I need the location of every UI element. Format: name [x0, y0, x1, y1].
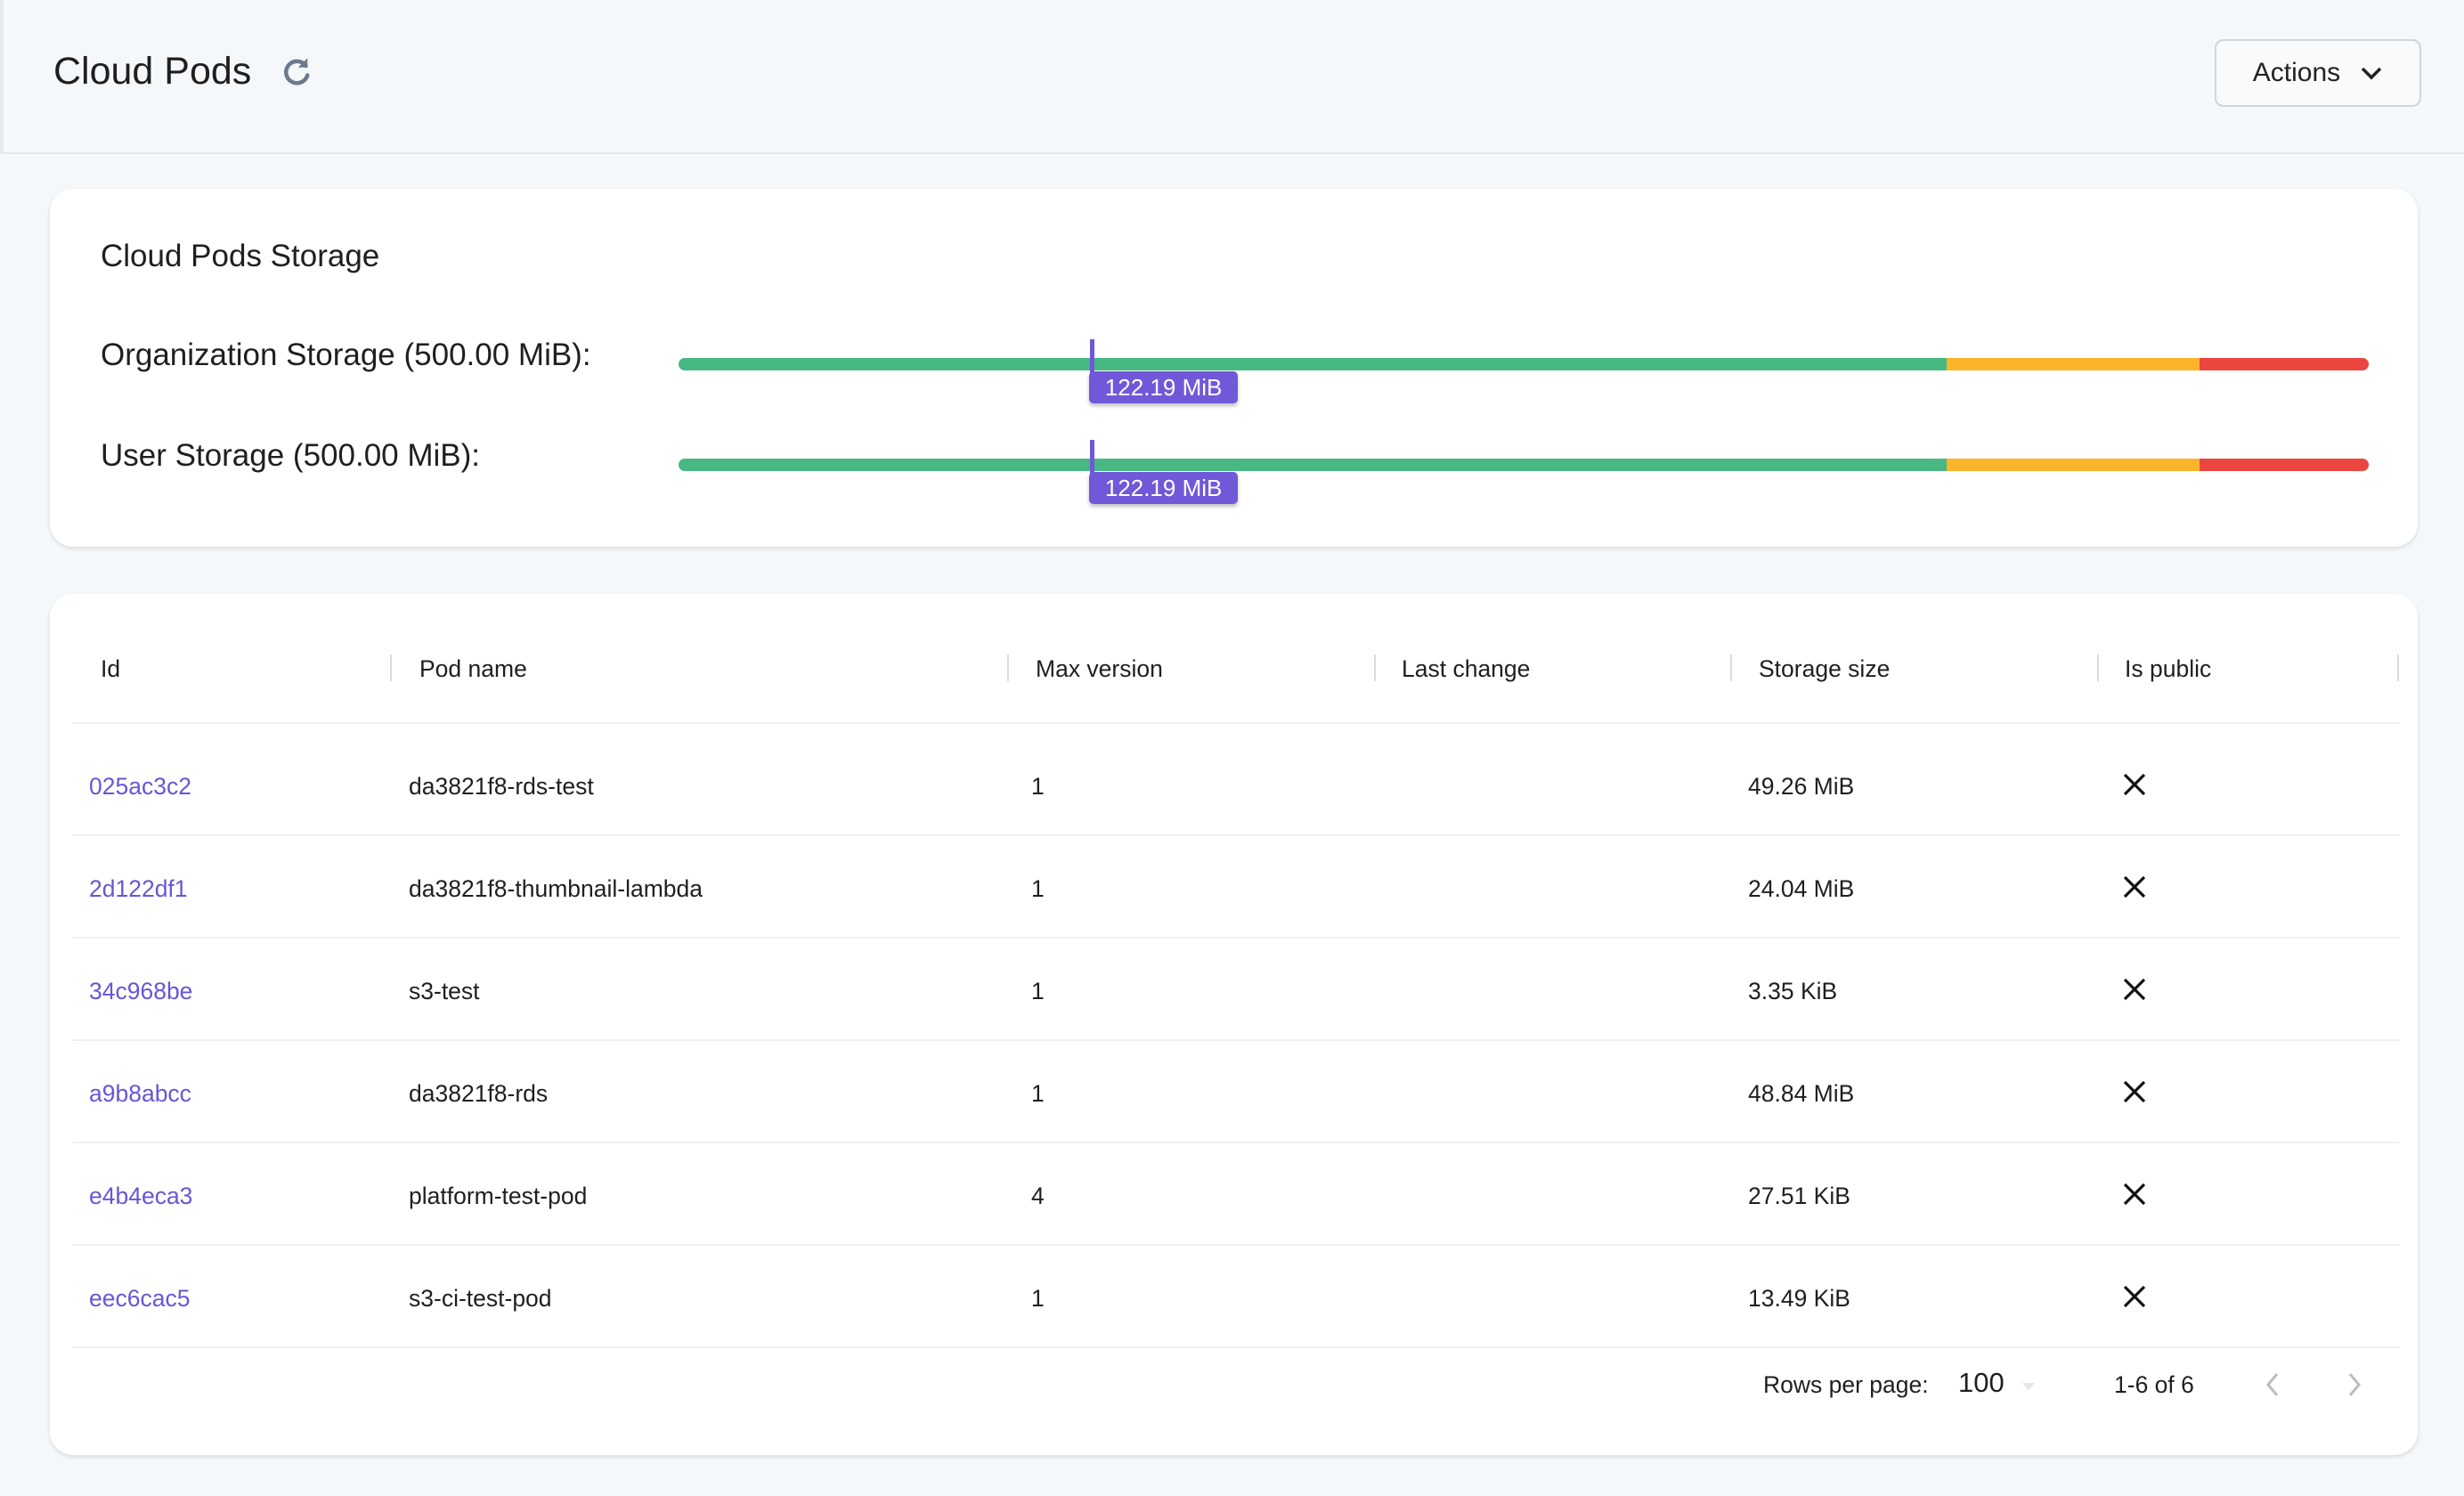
id-link[interactable]: eec6cac5 [89, 1285, 191, 1312]
chevron-left-icon[interactable] [2262, 1371, 2283, 1398]
bar-segment-red [2200, 358, 2369, 370]
id-link[interactable]: 025ac3c2 [89, 773, 191, 800]
column-separator[interactable] [390, 654, 392, 681]
storage-size-cell: 27.51 KiB [1748, 1183, 1850, 1209]
column-header-pod-name[interactable]: Pod name [419, 655, 527, 682]
actions-button[interactable]: Actions [2215, 39, 2421, 107]
table-row[interactable]: 2d122df1 da3821f8-thumbnail-lambda 1 24.04 … [72, 836, 2400, 939]
max-version-cell: 1 [1031, 1285, 1045, 1312]
chevron-right-icon[interactable] [2344, 1371, 2365, 1398]
organization-storage-label: Organization Storage (500.00 MiB): [101, 337, 591, 372]
pod-name-cell: da3821f8-rds-test [409, 773, 594, 800]
usage-marker [1089, 339, 1094, 375]
page-header: Cloud Pods Actions [0, 0, 2464, 154]
organization-storage-bar [679, 358, 2369, 370]
pods-table-card [50, 594, 2418, 1455]
refresh-icon[interactable] [278, 53, 315, 91]
id-link[interactable]: e4b4eca3 [89, 1183, 193, 1209]
column-separator[interactable] [1374, 654, 1376, 681]
header-divider [72, 722, 2400, 724]
bar-segment-red [2200, 459, 2369, 471]
bar-segment-green [679, 459, 1947, 471]
rows-per-page-select[interactable]: 100 [1958, 1367, 2005, 1398]
table-row[interactable]: e4b4eca3 platform-test-pod 4 27.51 KiB [72, 1143, 2400, 1246]
pagination-range: 1-6 of 6 [2114, 1371, 2194, 1398]
usage-badge: 122.19 MiB [1088, 472, 1239, 504]
max-version-cell: 1 [1031, 875, 1045, 902]
actions-label: Actions [2252, 58, 2341, 87]
usage-marker [1089, 440, 1094, 476]
caret-down-icon[interactable] [2022, 1383, 2035, 1390]
column-header-id[interactable]: Id [101, 655, 121, 682]
page-title: Cloud Pods [53, 50, 252, 93]
id-link[interactable]: 34c968be [89, 978, 193, 1004]
id-link[interactable]: a9b8abcc [89, 1080, 191, 1107]
column-separator[interactable] [1007, 654, 1009, 681]
pod-name-cell: platform-test-pod [409, 1183, 588, 1209]
not-public-x-icon [2123, 875, 2146, 898]
storage-size-cell: 24.04 MiB [1748, 875, 1855, 902]
column-separator[interactable] [2397, 654, 2399, 681]
pod-name-cell: s3-ci-test-pod [409, 1285, 552, 1312]
column-header-storage-size[interactable]: Storage size [1759, 655, 1891, 682]
user-storage-bar [679, 459, 2369, 471]
column-header-is-public[interactable]: Is public [2125, 655, 2212, 682]
storage-size-cell: 48.84 MiB [1748, 1080, 1855, 1107]
chevron-down-icon [2361, 67, 2382, 80]
pod-name-cell: da3821f8-thumbnail-lambda [409, 875, 703, 902]
column-separator[interactable] [2097, 654, 2099, 681]
bar-segment-orange [1946, 358, 2200, 370]
column-separator[interactable] [1730, 654, 1732, 681]
storage-size-cell: 3.35 KiB [1748, 978, 1838, 1004]
usage-badge: 122.19 MiB [1088, 371, 1239, 403]
not-public-x-icon [2123, 1183, 2146, 1206]
not-public-x-icon [2123, 978, 2146, 1001]
storage-size-cell: 49.26 MiB [1748, 773, 1855, 800]
max-version-cell: 4 [1031, 1183, 1045, 1209]
bar-segment-orange [1946, 459, 2200, 471]
table-row[interactable]: 34c968be s3-test 1 3.35 KiB [72, 939, 2400, 1041]
column-header-last-change[interactable]: Last change [1402, 655, 1531, 682]
pod-name-cell: s3-test [409, 978, 480, 1004]
column-header-max-version[interactable]: Max version [1036, 655, 1163, 682]
user-storage-label: User Storage (500.00 MiB): [101, 438, 481, 473]
bar-segment-green [679, 358, 1947, 370]
table-row[interactable]: 025ac3c2 da3821f8-rds-test 1 49.26 MiB [72, 734, 2400, 836]
max-version-cell: 1 [1031, 1080, 1045, 1107]
not-public-x-icon [2123, 1285, 2146, 1308]
storage-title: Cloud Pods Storage [101, 239, 380, 273]
max-version-cell: 1 [1031, 773, 1045, 800]
rows-per-page-label: Rows per page: [1763, 1371, 1929, 1398]
pod-name-cell: da3821f8-rds [409, 1080, 549, 1107]
table-row[interactable]: a9b8abcc da3821f8-rds 1 48.84 MiB [72, 1041, 2400, 1143]
max-version-cell: 1 [1031, 978, 1045, 1004]
not-public-x-icon [2123, 1080, 2146, 1103]
table-row[interactable]: eec6cac5 s3-ci-test-pod 1 13.49 KiB [72, 1246, 2400, 1348]
storage-size-cell: 13.49 KiB [1748, 1285, 1850, 1312]
id-link[interactable]: 2d122df1 [89, 875, 188, 902]
not-public-x-icon [2123, 773, 2146, 796]
